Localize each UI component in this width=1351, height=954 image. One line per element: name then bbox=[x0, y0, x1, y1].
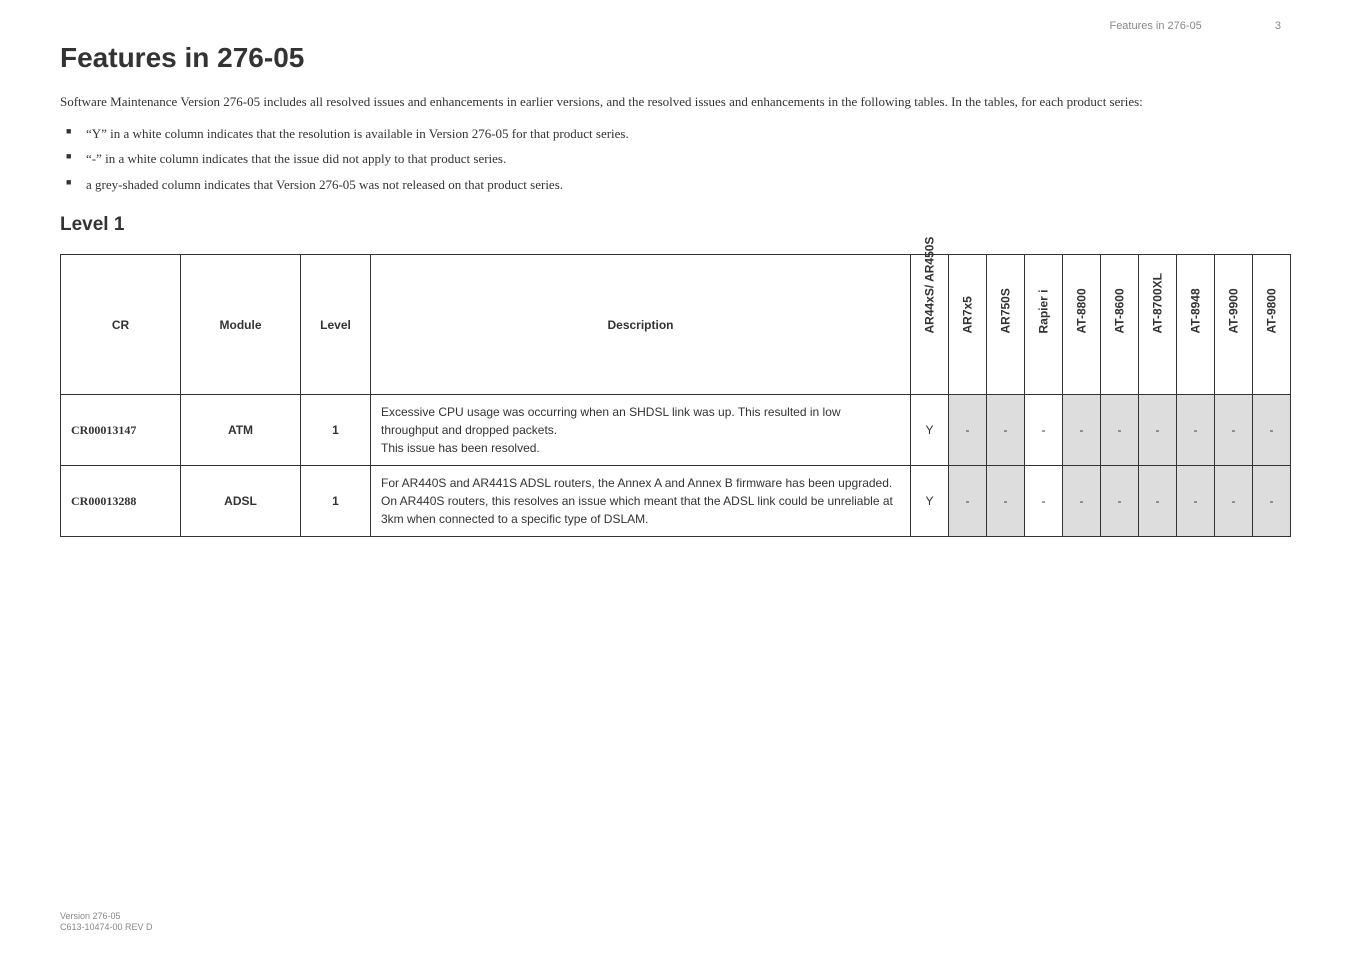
cell-flag: - bbox=[1177, 395, 1215, 466]
cell-description: For AR440S and AR441S ADSL routers, the … bbox=[371, 466, 911, 537]
col-header-flag: AT-8800 bbox=[1063, 255, 1101, 395]
flag-label: AR44xS/ AR450S bbox=[923, 316, 937, 333]
cell-flag: Y bbox=[911, 395, 949, 466]
table-row: CR00013288ADSL1For AR440S and AR441S ADS… bbox=[61, 466, 1291, 537]
col-header-level: Level bbox=[301, 255, 371, 395]
bullet-item: “-” in a white column indicates that the… bbox=[66, 149, 1291, 169]
col-header-description: Description bbox=[371, 255, 911, 395]
flag-label: AT-8948 bbox=[1189, 316, 1203, 333]
flag-label: AR750S bbox=[999, 316, 1013, 333]
cell-flag: - bbox=[1063, 466, 1101, 537]
cell-flag: - bbox=[1139, 466, 1177, 537]
cell-flag: - bbox=[949, 395, 987, 466]
cell-flag: - bbox=[1101, 466, 1139, 537]
page-container: Features in 276-05 3 Features in 276-05 … bbox=[0, 0, 1351, 954]
col-header-flag: Rapier i bbox=[1025, 255, 1063, 395]
cell-flag: - bbox=[1253, 466, 1291, 537]
table-header-row: CR Module Level Description AR44xS/ AR45… bbox=[61, 255, 1291, 395]
table-row: CR00013147ATM1Excessive CPU usage was oc… bbox=[61, 395, 1291, 466]
cell-flag: - bbox=[987, 466, 1025, 537]
flag-label: AT-9800 bbox=[1265, 316, 1279, 333]
cell-flag: - bbox=[1177, 466, 1215, 537]
cell-flag: - bbox=[1215, 466, 1253, 537]
flag-label: AT-9900 bbox=[1227, 316, 1241, 333]
col-header-flag: AR750S bbox=[987, 255, 1025, 395]
cell-flag: Y bbox=[911, 466, 949, 537]
cell-level: 1 bbox=[301, 395, 371, 466]
feature-table: CR Module Level Description AR44xS/ AR45… bbox=[60, 254, 1291, 537]
cell-cr: CR00013147 bbox=[61, 395, 181, 466]
cell-flag: - bbox=[949, 466, 987, 537]
flag-label: AT-8600 bbox=[1113, 316, 1127, 333]
col-header-flag: AT-9800 bbox=[1253, 255, 1291, 395]
cell-flag: - bbox=[1025, 466, 1063, 537]
cell-flag: - bbox=[1025, 395, 1063, 466]
flag-label: Rapier i bbox=[1037, 316, 1051, 333]
bullet-list: “Y” in a white column indicates that the… bbox=[60, 124, 1291, 195]
cell-flag: - bbox=[1139, 395, 1177, 466]
col-header-module: Module bbox=[181, 255, 301, 395]
cell-cr: CR00013288 bbox=[61, 466, 181, 537]
cell-flag: - bbox=[1253, 395, 1291, 466]
col-header-flag: AT-9900 bbox=[1215, 255, 1253, 395]
intro-paragraph: Software Maintenance Version 276-05 incl… bbox=[60, 92, 1291, 112]
footer-document: C613-10474-00 REV D bbox=[60, 922, 153, 934]
bullet-item: a grey-shaded column indicates that Vers… bbox=[66, 175, 1291, 195]
flag-label: AT-8700XL bbox=[1151, 316, 1165, 333]
level-heading: Level 1 bbox=[60, 214, 1291, 236]
page-header: Features in 276-05 3 bbox=[60, 20, 1291, 32]
page-title: Features in 276-05 bbox=[60, 42, 1291, 74]
header-page-number: 3 bbox=[1275, 20, 1281, 32]
cell-module: ATM bbox=[181, 395, 301, 466]
col-header-flag: AT-8600 bbox=[1101, 255, 1139, 395]
cell-description: Excessive CPU usage was occurring when a… bbox=[371, 395, 911, 466]
col-header-flag: AT-8700XL bbox=[1139, 255, 1177, 395]
footer-version: Version 276-05 bbox=[60, 911, 153, 923]
cell-flag: - bbox=[987, 395, 1025, 466]
page-footer: Version 276-05 C613-10474-00 REV D bbox=[60, 911, 153, 934]
col-header-flag: AR7x5 bbox=[949, 255, 987, 395]
cell-level: 1 bbox=[301, 466, 371, 537]
cell-flag: - bbox=[1063, 395, 1101, 466]
table-body: CR00013147ATM1Excessive CPU usage was oc… bbox=[61, 395, 1291, 537]
col-header-cr: CR bbox=[61, 255, 181, 395]
cell-module: ADSL bbox=[181, 466, 301, 537]
cell-flag: - bbox=[1101, 395, 1139, 466]
col-header-flag: AT-8948 bbox=[1177, 255, 1215, 395]
flag-label: AR7x5 bbox=[961, 316, 975, 333]
bullet-item: “Y” in a white column indicates that the… bbox=[66, 124, 1291, 144]
flag-label: AT-8800 bbox=[1075, 316, 1089, 333]
cell-flag: - bbox=[1215, 395, 1253, 466]
col-header-flag: AR44xS/ AR450S bbox=[911, 255, 949, 395]
header-section-label: Features in 276-05 bbox=[1109, 20, 1201, 32]
